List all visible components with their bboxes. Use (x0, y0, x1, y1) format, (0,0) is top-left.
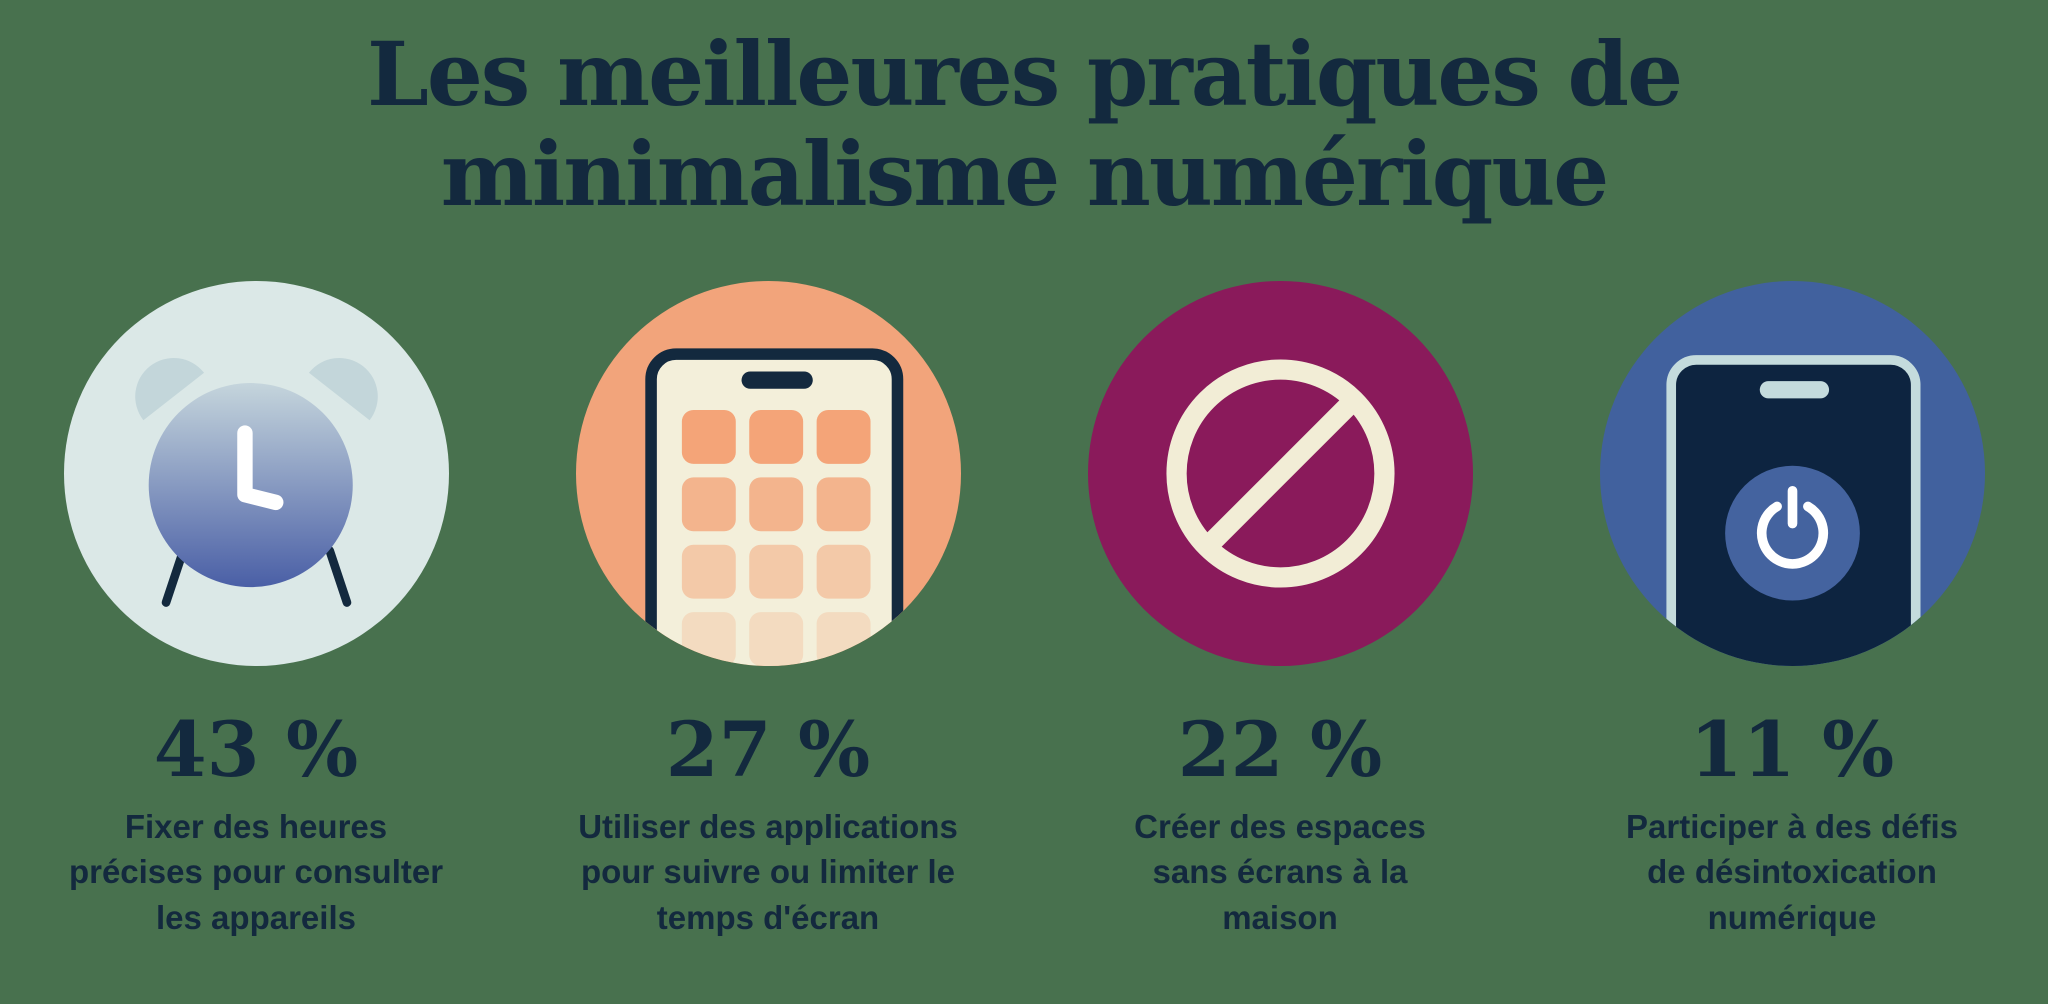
phone-app-grid-icon (644, 348, 903, 666)
clock-bell-left (134, 357, 204, 420)
clock-leg-left (161, 545, 188, 607)
clock-leg-right (324, 545, 351, 607)
icon-circle (1087, 280, 1473, 666)
stat-value: 27 % (665, 704, 871, 794)
practice-column-limit-apps: 27 % Utiliser des applications pour suiv… (512, 280, 1024, 941)
practice-column-fixed-hours: 43 % Fixer des heures précises pour cons… (0, 280, 512, 941)
practice-column-digital-detox: 11 % Participer à des défis de désintoxi… (1536, 280, 2048, 941)
icon-circle (63, 280, 449, 666)
power-button-circle (1724, 465, 1860, 601)
alarm-clock-icon (134, 357, 378, 607)
icon-circle (1599, 280, 1985, 666)
app-tiles (681, 409, 871, 666)
phone-notch (1759, 380, 1829, 399)
practice-columns: 43 % Fixer des heures précises pour cons… (0, 280, 2048, 941)
stat-caption: Participer à des défis de désintoxicatio… (1626, 807, 1958, 936)
stat-caption: Utiliser des applications pour suivre ou… (578, 807, 958, 936)
stat-value: 22 % (1177, 704, 1383, 794)
prohibition-icon (1165, 359, 1395, 588)
page-title: Les meilleures pratiques de minimalisme … (366, 22, 1683, 227)
practice-column-screen-free-spaces: 22 % Créer des espaces sans écrans à la … (1024, 280, 1536, 941)
prohibition-slash (1197, 390, 1363, 556)
phone-notch (741, 371, 813, 389)
prohibition-ring (1165, 359, 1395, 588)
phone-power-off-icon (1665, 354, 1921, 666)
stat-value: 11 % (1689, 704, 1895, 794)
stat-caption: Fixer des heures précises pour consulter… (68, 807, 444, 936)
clock-bell-right (308, 357, 378, 420)
stat-caption: Créer des espaces sans écrans à la maiso… (1134, 807, 1426, 936)
icon-circle (575, 280, 961, 666)
stat-value: 43 % (153, 704, 359, 794)
clock-hands (236, 425, 283, 510)
power-icon (1756, 485, 1828, 569)
